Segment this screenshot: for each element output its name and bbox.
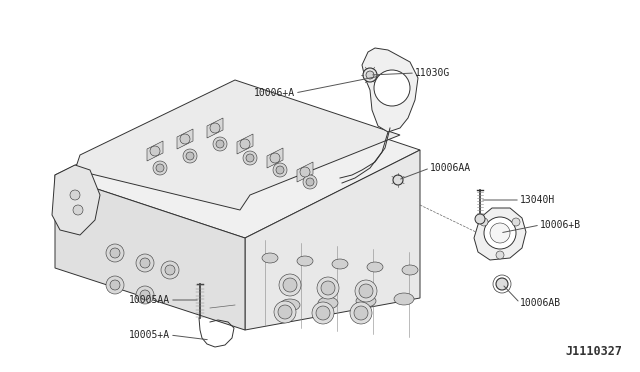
Polygon shape: [75, 80, 400, 210]
Text: 11030G: 11030G: [415, 68, 451, 78]
Polygon shape: [52, 165, 100, 235]
Circle shape: [475, 214, 485, 224]
Circle shape: [186, 152, 194, 160]
Text: 10006AB: 10006AB: [520, 298, 561, 308]
Text: 10006AA: 10006AA: [430, 163, 471, 173]
Polygon shape: [147, 141, 163, 161]
Polygon shape: [207, 118, 223, 138]
Circle shape: [366, 71, 374, 79]
Circle shape: [490, 223, 510, 243]
Circle shape: [393, 175, 403, 185]
Ellipse shape: [367, 262, 383, 272]
Ellipse shape: [280, 299, 300, 311]
Ellipse shape: [297, 256, 313, 266]
Circle shape: [110, 248, 120, 258]
Circle shape: [140, 290, 150, 300]
Text: 10006+A: 10006+A: [254, 88, 295, 98]
Circle shape: [303, 175, 317, 189]
Text: 10005+A: 10005+A: [129, 330, 170, 340]
Circle shape: [359, 284, 373, 298]
Circle shape: [73, 205, 83, 215]
Circle shape: [496, 278, 508, 290]
Circle shape: [279, 274, 301, 296]
Circle shape: [316, 306, 330, 320]
Circle shape: [270, 153, 280, 163]
Circle shape: [300, 167, 310, 177]
Circle shape: [496, 251, 504, 259]
Circle shape: [165, 265, 175, 275]
Circle shape: [350, 302, 372, 324]
Polygon shape: [55, 88, 420, 238]
Ellipse shape: [402, 265, 418, 275]
Circle shape: [213, 137, 227, 151]
Circle shape: [183, 149, 197, 163]
Circle shape: [246, 154, 254, 162]
Circle shape: [363, 68, 377, 82]
Circle shape: [70, 190, 80, 200]
Circle shape: [110, 280, 120, 290]
Circle shape: [161, 261, 179, 279]
Circle shape: [136, 254, 154, 272]
Ellipse shape: [356, 295, 376, 307]
Circle shape: [273, 163, 287, 177]
Ellipse shape: [318, 297, 338, 309]
Polygon shape: [55, 175, 245, 330]
Text: 10006+B: 10006+B: [540, 220, 581, 230]
Circle shape: [243, 151, 257, 165]
Circle shape: [106, 244, 124, 262]
Polygon shape: [297, 162, 313, 182]
Circle shape: [276, 166, 284, 174]
Circle shape: [156, 164, 164, 172]
Circle shape: [140, 258, 150, 268]
Ellipse shape: [262, 253, 278, 263]
Ellipse shape: [394, 293, 414, 305]
Polygon shape: [474, 208, 526, 260]
Text: 13040H: 13040H: [520, 195, 556, 205]
Polygon shape: [237, 134, 253, 154]
Polygon shape: [267, 148, 283, 168]
Circle shape: [512, 218, 520, 226]
Circle shape: [374, 70, 410, 106]
Circle shape: [106, 276, 124, 294]
Circle shape: [354, 306, 368, 320]
Polygon shape: [245, 150, 420, 330]
Ellipse shape: [332, 259, 348, 269]
Circle shape: [484, 217, 516, 249]
Circle shape: [306, 178, 314, 186]
Circle shape: [312, 302, 334, 324]
Circle shape: [136, 286, 154, 304]
Polygon shape: [177, 129, 193, 149]
Circle shape: [355, 280, 377, 302]
Circle shape: [321, 281, 335, 295]
Polygon shape: [362, 48, 418, 132]
Circle shape: [153, 161, 167, 175]
Circle shape: [283, 278, 297, 292]
Circle shape: [480, 218, 488, 226]
Circle shape: [180, 134, 190, 144]
Circle shape: [317, 277, 339, 299]
Circle shape: [150, 146, 160, 156]
Circle shape: [240, 139, 250, 149]
Circle shape: [278, 305, 292, 319]
Circle shape: [210, 123, 220, 133]
Circle shape: [274, 301, 296, 323]
Circle shape: [216, 140, 224, 148]
Text: J1110327: J1110327: [565, 345, 622, 358]
Text: 10005AA: 10005AA: [129, 295, 170, 305]
